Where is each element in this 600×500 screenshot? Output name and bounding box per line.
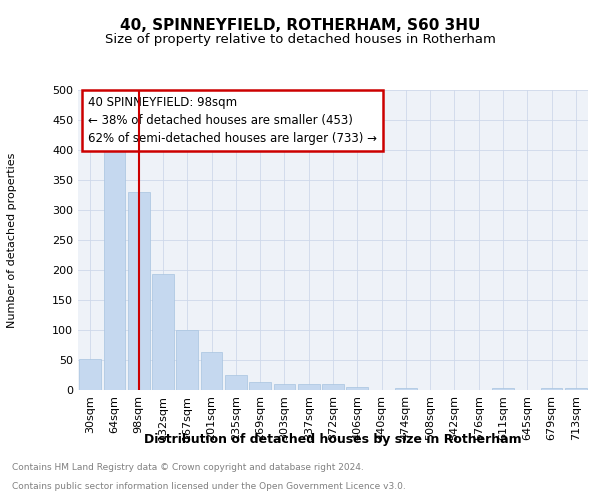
Bar [176,330,198,390]
Bar [104,150,125,390]
Text: 40, SPINNEYFIELD, ROTHERHAM, S60 3HU: 40, SPINNEYFIELD, ROTHERHAM, S60 3HU [120,18,480,32]
Bar [395,388,417,390]
Bar [274,384,295,390]
Bar [225,375,247,390]
Bar [79,359,101,390]
Text: Distribution of detached houses by size in Rotherham: Distribution of detached houses by size … [144,432,522,446]
Bar [346,387,368,390]
Bar [298,384,320,390]
Text: Size of property relative to detached houses in Rotherham: Size of property relative to detached ho… [104,32,496,46]
Bar [492,388,514,390]
Bar [322,384,344,390]
Bar [200,352,223,390]
Text: Contains public sector information licensed under the Open Government Licence v3: Contains public sector information licen… [12,482,406,491]
Text: 40 SPINNEYFIELD: 98sqm
← 38% of detached houses are smaller (453)
62% of semi-de: 40 SPINNEYFIELD: 98sqm ← 38% of detached… [88,96,377,145]
Text: Contains HM Land Registry data © Crown copyright and database right 2024.: Contains HM Land Registry data © Crown c… [12,464,364,472]
Bar [128,192,149,390]
Bar [565,388,587,390]
Text: Number of detached properties: Number of detached properties [7,152,17,328]
Bar [152,274,174,390]
Bar [541,388,562,390]
Bar [249,382,271,390]
